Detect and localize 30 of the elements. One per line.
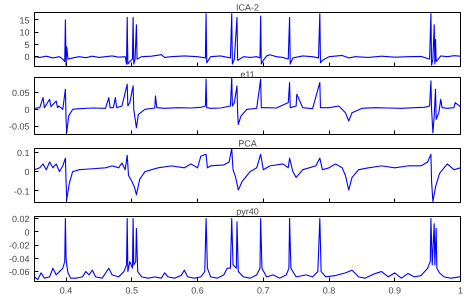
y-tick-label: 10	[19, 28, 30, 38]
x-tick-label: 0.4	[60, 286, 72, 296]
y-tick-label: -0.02	[8, 240, 30, 251]
line-series	[34, 148, 460, 202]
line-series	[34, 13, 460, 66]
y-tick-label: 0.05	[12, 88, 30, 98]
x-tick-label: 0.9	[388, 286, 402, 296]
y-tick-label: 0.1	[16, 148, 30, 158]
x-tick-label: 0.5	[126, 286, 138, 296]
y-tick-label: 15	[19, 15, 30, 26]
chart-title: PCA	[238, 138, 257, 148]
y-tick-label: 0	[24, 227, 30, 238]
y-tick-label: 0	[24, 52, 30, 62]
x-tick-label: 0.7	[257, 286, 270, 296]
chart-title: ICA-2	[236, 2, 260, 12]
chart-title: e11	[240, 70, 255, 80]
chart-title: pyr40	[236, 206, 259, 216]
y-tick-label: -0.1	[14, 186, 30, 196]
line-series	[34, 218, 460, 280]
x-tick-label: 0.8	[322, 286, 336, 296]
y-tick-label: 0	[24, 104, 30, 115]
line-series	[34, 78, 460, 134]
x-tick-label: 0.6	[191, 286, 204, 296]
y-tick-label: -0.06	[8, 267, 30, 278]
y-tick-label: 0	[24, 167, 30, 178]
y-tick-label: -0.04	[8, 254, 30, 264]
x-tick-label: 1	[458, 286, 464, 296]
y-tick-label: 0.02	[12, 214, 30, 224]
y-tick-label: 5	[24, 40, 30, 50]
y-tick-label: -0.05	[8, 122, 30, 132]
